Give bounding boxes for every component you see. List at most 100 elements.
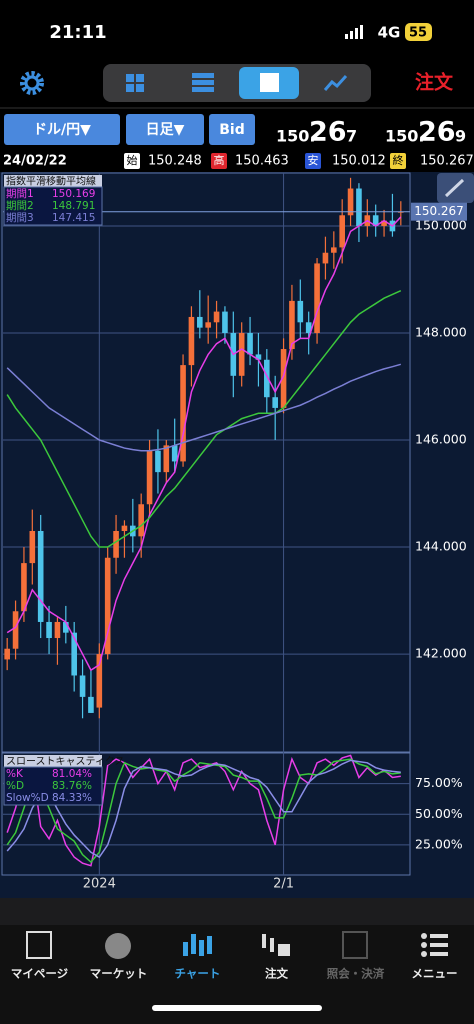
legend-value: 81.04% xyxy=(52,768,92,780)
candle-body xyxy=(255,354,262,360)
spacer xyxy=(0,898,474,925)
legend-value: 84.33% xyxy=(52,792,92,804)
candle-body xyxy=(347,188,354,216)
series-line xyxy=(6,754,401,867)
candle-body xyxy=(289,300,295,350)
legend-header-bg xyxy=(4,755,102,767)
x-tick-label: 2/1 xyxy=(273,877,294,892)
price-panel xyxy=(1,172,411,753)
market-icon xyxy=(105,933,131,959)
layout-single-icon xyxy=(260,73,279,92)
bar-date: 24/02/22 xyxy=(3,154,67,169)
candle-body xyxy=(21,563,27,612)
y-tick-label: 148.000 xyxy=(415,325,467,340)
candle-body xyxy=(339,215,345,248)
legend-value: 148.791 xyxy=(52,200,95,212)
candle-body xyxy=(88,696,94,713)
y-tick-label: 144.000 xyxy=(415,539,467,554)
pair-select[interactable] xyxy=(4,114,120,145)
tab-label[interactable]: 注文 xyxy=(265,967,288,981)
candle-body xyxy=(331,247,337,253)
open-value: 150.248 xyxy=(148,154,202,169)
candle-body xyxy=(205,322,211,328)
layout-switch xyxy=(103,64,371,102)
candle-body xyxy=(29,530,36,564)
legend-name: Slow%D xyxy=(6,792,49,804)
legend-name: 期間3 xyxy=(6,212,34,224)
period-label: 日足▼ xyxy=(146,122,185,138)
chart-icon xyxy=(183,934,212,956)
y-tick-label: 25.00% xyxy=(415,836,463,851)
bid-small: 7 xyxy=(346,127,357,146)
candle-body xyxy=(96,654,103,708)
candle-body xyxy=(54,621,61,639)
x-tick-label: 2024 xyxy=(83,877,116,892)
tab-label[interactable]: チャート xyxy=(175,967,221,981)
legend-title: 指数平滑移動平均線 xyxy=(6,175,96,188)
low-badge xyxy=(305,153,321,169)
candle-body xyxy=(113,530,119,558)
ask-small: 9 xyxy=(455,127,466,146)
tab-label[interactable]: メニュー xyxy=(412,967,458,981)
candle-body xyxy=(163,445,170,473)
y-tick-label: 150.000 xyxy=(415,217,467,232)
candle-body xyxy=(264,359,270,398)
candle-body xyxy=(180,365,186,462)
candle-body xyxy=(146,450,153,505)
candle-body xyxy=(356,188,362,226)
close-label: 終 xyxy=(393,153,404,167)
series-line xyxy=(6,759,401,859)
ask-prefix: 150. xyxy=(385,127,424,146)
y-tick-label: 50.00% xyxy=(415,806,463,821)
y-tick-label: 146.000 xyxy=(415,432,467,447)
candle-body xyxy=(4,648,10,660)
candle-body xyxy=(372,215,379,226)
layout-list-button[interactable] xyxy=(192,73,214,92)
candle-body xyxy=(381,220,387,226)
candle-body xyxy=(314,263,320,334)
series-line xyxy=(6,289,402,548)
candle-body xyxy=(398,211,404,213)
series-line xyxy=(6,216,402,672)
menu-icon xyxy=(421,933,448,957)
period-select[interactable] xyxy=(126,114,204,145)
pair-label: ドル/円▼ xyxy=(33,122,91,138)
series-line xyxy=(6,363,402,452)
series-line xyxy=(6,758,401,864)
pencil-icon xyxy=(444,178,465,198)
order-button[interactable]: 注文 xyxy=(415,71,454,94)
legend-name: %D xyxy=(6,780,24,792)
open-label: 始 xyxy=(127,153,138,167)
battery-icon xyxy=(405,23,432,41)
open-badge xyxy=(124,153,140,169)
legend-name: 期間2 xyxy=(6,200,34,212)
side-select[interactable] xyxy=(209,114,255,145)
legend-bg xyxy=(3,186,103,226)
layout-trend-button[interactable] xyxy=(323,74,348,91)
bid-prefix: 150. xyxy=(276,127,315,146)
candle-body xyxy=(12,611,19,649)
layout-4-button[interactable] xyxy=(126,74,144,92)
settings-icon[interactable] xyxy=(20,71,44,95)
candle-body xyxy=(121,525,128,531)
candle-body xyxy=(138,504,144,537)
close-badge xyxy=(390,153,406,169)
bid-big: 26 xyxy=(309,117,347,148)
last-price-label: 150.267 xyxy=(414,204,464,218)
candle-body xyxy=(213,311,220,323)
candle-body xyxy=(188,316,195,366)
y-tick-label: 75.00% xyxy=(415,775,463,790)
tab-label[interactable]: マーケット xyxy=(90,967,148,981)
tab-label[interactable]: 照会・決済 xyxy=(327,967,385,981)
mypage-icon xyxy=(26,931,52,959)
high-badge xyxy=(211,153,227,169)
legend-bg xyxy=(3,766,103,806)
network: 4G xyxy=(378,24,401,42)
inquiry-icon xyxy=(342,931,368,959)
battery-level: 55 xyxy=(409,26,427,41)
clock: 21:11 xyxy=(49,22,106,43)
tab-label[interactable]: マイページ xyxy=(11,967,69,981)
y-tick-label: 142.000 xyxy=(415,646,467,661)
